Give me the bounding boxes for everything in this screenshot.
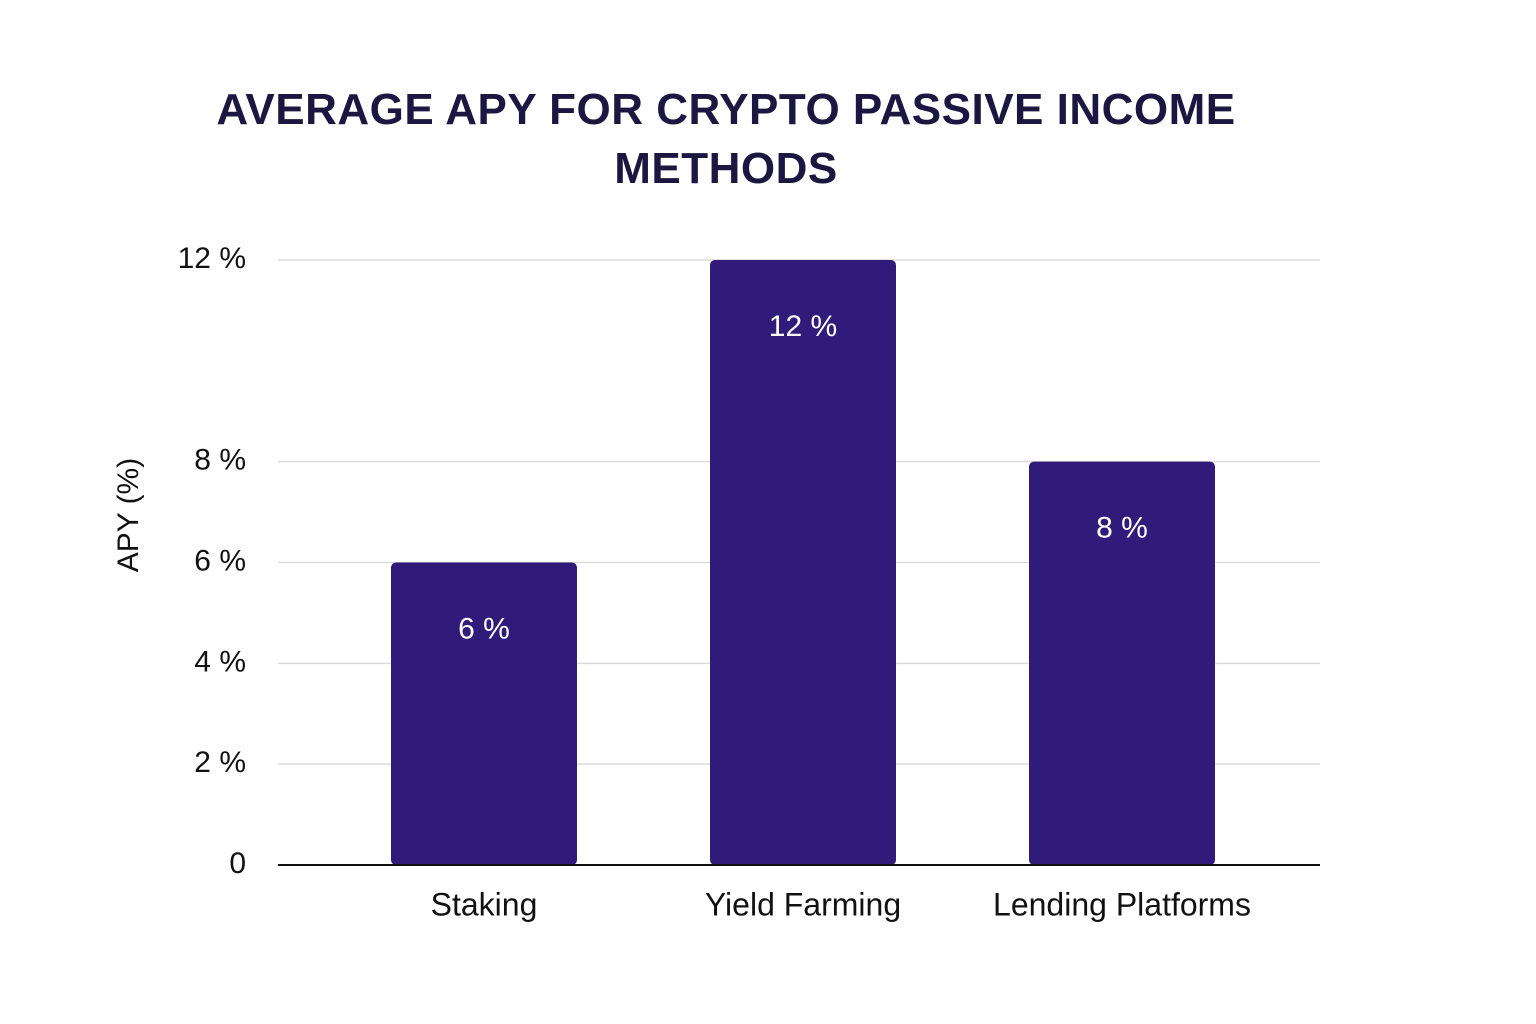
y-tick-label: 6 % bbox=[194, 544, 246, 577]
value-label: 6 % bbox=[458, 612, 510, 645]
y-tick-label: 8 % bbox=[194, 444, 246, 477]
x-tick-label: Staking bbox=[431, 886, 538, 922]
bar bbox=[1029, 461, 1215, 865]
chart-title: AVERAGE APY FOR CRYPTO PASSIVE INCOME ME… bbox=[216, 85, 1236, 193]
y-tick-label: 0 bbox=[229, 847, 246, 880]
x-tick-label: Yield Farming bbox=[705, 886, 901, 922]
bar bbox=[710, 260, 896, 865]
y-axis-label: APY (%) bbox=[112, 458, 145, 572]
y-tick-label: 2 % bbox=[194, 746, 246, 779]
y-tick-label: 12 % bbox=[178, 242, 246, 275]
x-tick-label: Lending Platforms bbox=[993, 886, 1251, 922]
bar bbox=[391, 562, 577, 865]
value-label: 12 % bbox=[769, 310, 837, 343]
y-tick-label: 4 % bbox=[194, 645, 246, 678]
value-label: 8 % bbox=[1096, 512, 1148, 545]
